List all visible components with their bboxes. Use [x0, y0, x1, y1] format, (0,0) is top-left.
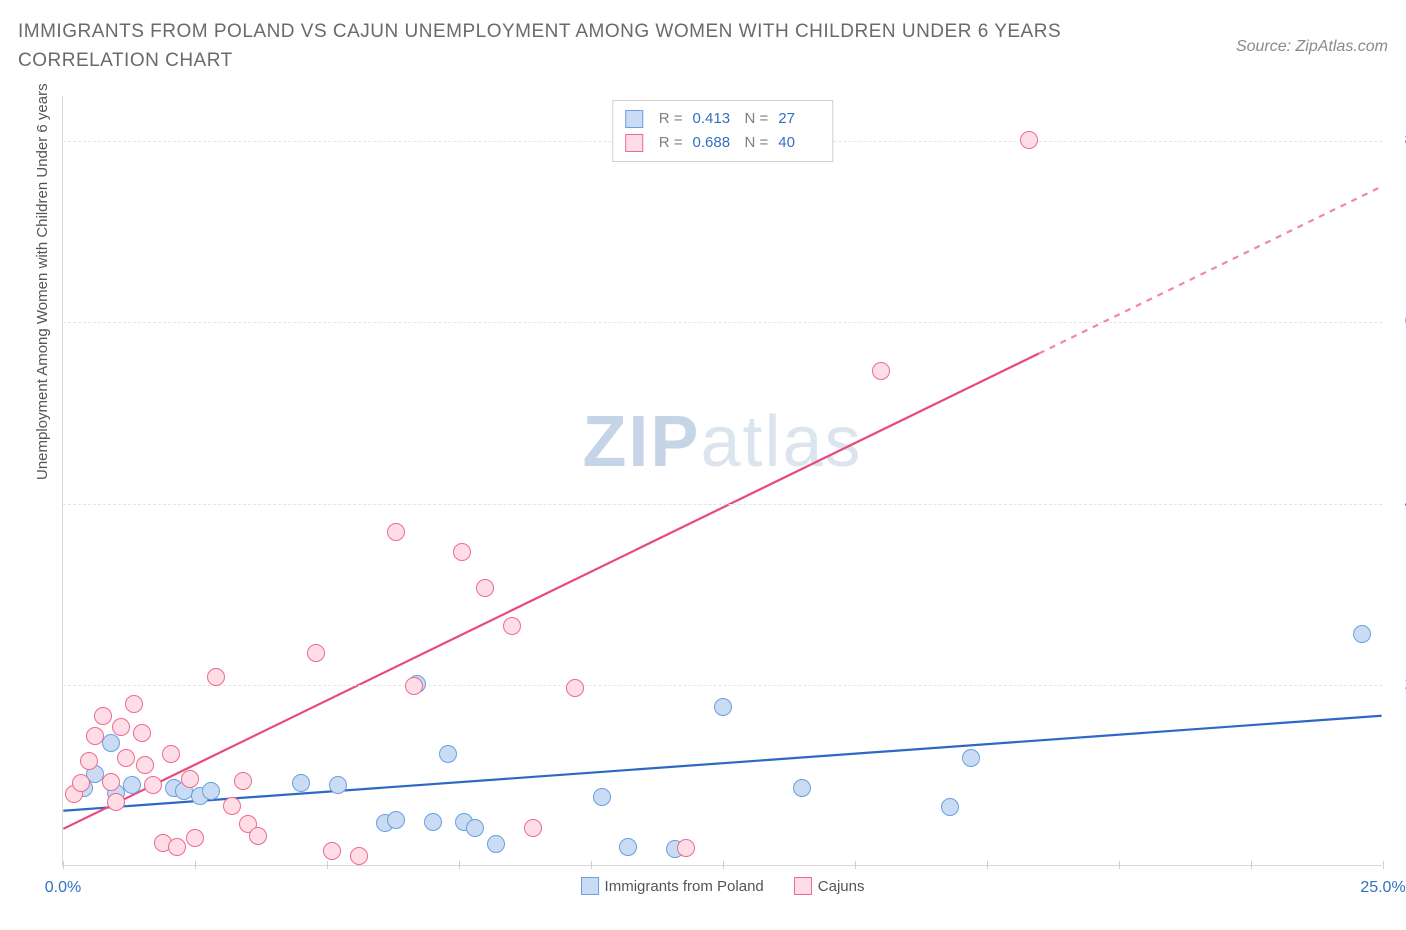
- data-point-cajuns: [677, 839, 695, 857]
- legend-item-poland: Immigrants from Poland: [581, 877, 764, 895]
- x-tick: [987, 861, 988, 869]
- x-tick: [723, 861, 724, 869]
- data-point-poland: [123, 776, 141, 794]
- data-point-poland: [292, 774, 310, 792]
- data-point-poland: [487, 835, 505, 853]
- y-tick-label: 80.0%: [1390, 132, 1406, 150]
- data-point-cajuns: [186, 829, 204, 847]
- data-point-poland: [424, 813, 442, 831]
- x-tick: [1251, 861, 1252, 869]
- data-point-cajuns: [72, 774, 90, 792]
- data-point-poland: [102, 734, 120, 752]
- n-value-cajuns: 40: [778, 131, 820, 155]
- data-point-poland: [714, 698, 732, 716]
- data-point-cajuns: [223, 797, 241, 815]
- data-point-cajuns: [503, 617, 521, 635]
- x-tick: [1119, 861, 1120, 869]
- legend-label-cajuns: Cajuns: [818, 878, 865, 895]
- source-label: Source: ZipAtlas.com: [1236, 18, 1388, 56]
- y-tick-label: 20.0%: [1390, 676, 1406, 694]
- swatch-icon: [794, 877, 812, 895]
- swatch-icon: [581, 877, 599, 895]
- stats-row-cajuns: R = 0.688 N = 40: [625, 131, 821, 155]
- data-point-cajuns: [117, 749, 135, 767]
- data-point-poland: [439, 745, 457, 763]
- data-point-cajuns: [86, 727, 104, 745]
- data-point-cajuns: [566, 679, 584, 697]
- data-point-cajuns: [453, 543, 471, 561]
- grid-line: [63, 504, 1382, 505]
- data-point-cajuns: [80, 752, 98, 770]
- data-point-cajuns: [107, 793, 125, 811]
- data-point-cajuns: [1020, 131, 1038, 149]
- data-point-cajuns: [249, 827, 267, 845]
- y-axis-title: Unemployment Among Women with Children U…: [34, 83, 51, 480]
- x-tick: [591, 861, 592, 869]
- data-point-cajuns: [162, 745, 180, 763]
- series-legend: Immigrants from Poland Cajuns: [581, 877, 865, 895]
- data-point-cajuns: [144, 776, 162, 794]
- data-point-cajuns: [307, 644, 325, 662]
- x-tick: [855, 861, 856, 869]
- data-point-poland: [387, 811, 405, 829]
- legend-item-cajuns: Cajuns: [794, 877, 865, 895]
- data-point-cajuns: [168, 838, 186, 856]
- x-tick: [459, 861, 460, 869]
- legend-label-poland: Immigrants from Poland: [605, 878, 764, 895]
- trend-lines: [63, 96, 1382, 865]
- swatch-icon: [625, 110, 643, 128]
- data-point-poland: [593, 788, 611, 806]
- data-point-cajuns: [387, 523, 405, 541]
- y-tick-label: 40.0%: [1390, 495, 1406, 513]
- data-point-cajuns: [405, 677, 423, 695]
- data-point-cajuns: [524, 819, 542, 837]
- data-point-poland: [329, 776, 347, 794]
- grid-line: [63, 322, 1382, 323]
- data-point-poland: [962, 749, 980, 767]
- r-value-poland: 0.413: [693, 107, 735, 131]
- data-point-cajuns: [234, 772, 252, 790]
- data-point-cajuns: [207, 668, 225, 686]
- data-point-cajuns: [136, 756, 154, 774]
- data-point-cajuns: [125, 695, 143, 713]
- data-point-poland: [619, 838, 637, 856]
- data-point-cajuns: [323, 842, 341, 860]
- watermark-zip: ZIP: [582, 402, 700, 482]
- data-point-cajuns: [102, 773, 120, 791]
- data-point-cajuns: [872, 362, 890, 380]
- stats-legend: R = 0.413 N = 27 R = 0.688 N = 40: [612, 100, 834, 162]
- x-tick: [195, 861, 196, 869]
- data-point-cajuns: [476, 579, 494, 597]
- data-point-cajuns: [350, 847, 368, 865]
- data-point-cajuns: [94, 707, 112, 725]
- n-value-poland: 27: [778, 107, 820, 131]
- x-tick: [63, 861, 64, 869]
- data-point-cajuns: [181, 770, 199, 788]
- data-point-poland: [793, 779, 811, 797]
- chart-title: IMMIGRANTS FROM POLAND VS CAJUN UNEMPLOY…: [18, 18, 1118, 75]
- x-tick: [1383, 861, 1384, 869]
- watermark-atlas: atlas: [700, 402, 862, 482]
- data-point-poland: [466, 819, 484, 837]
- data-point-poland: [941, 798, 959, 816]
- r-value-cajuns: 0.688: [693, 131, 735, 155]
- grid-line: [63, 685, 1382, 686]
- data-point-poland: [1353, 625, 1371, 643]
- swatch-icon: [625, 134, 643, 152]
- watermark: ZIPatlas: [582, 401, 862, 483]
- stats-row-poland: R = 0.413 N = 27: [625, 107, 821, 131]
- data-point-cajuns: [112, 718, 130, 736]
- data-point-poland: [202, 782, 220, 800]
- x-tick: [327, 861, 328, 869]
- scatter-chart: ZIPatlas R = 0.413 N = 27 R = 0.688 N = …: [62, 96, 1382, 866]
- y-tick-label: 60.0%: [1390, 313, 1406, 331]
- x-tick-label: 0.0%: [45, 879, 81, 897]
- data-point-cajuns: [133, 724, 151, 742]
- x-tick-label: 25.0%: [1360, 879, 1405, 897]
